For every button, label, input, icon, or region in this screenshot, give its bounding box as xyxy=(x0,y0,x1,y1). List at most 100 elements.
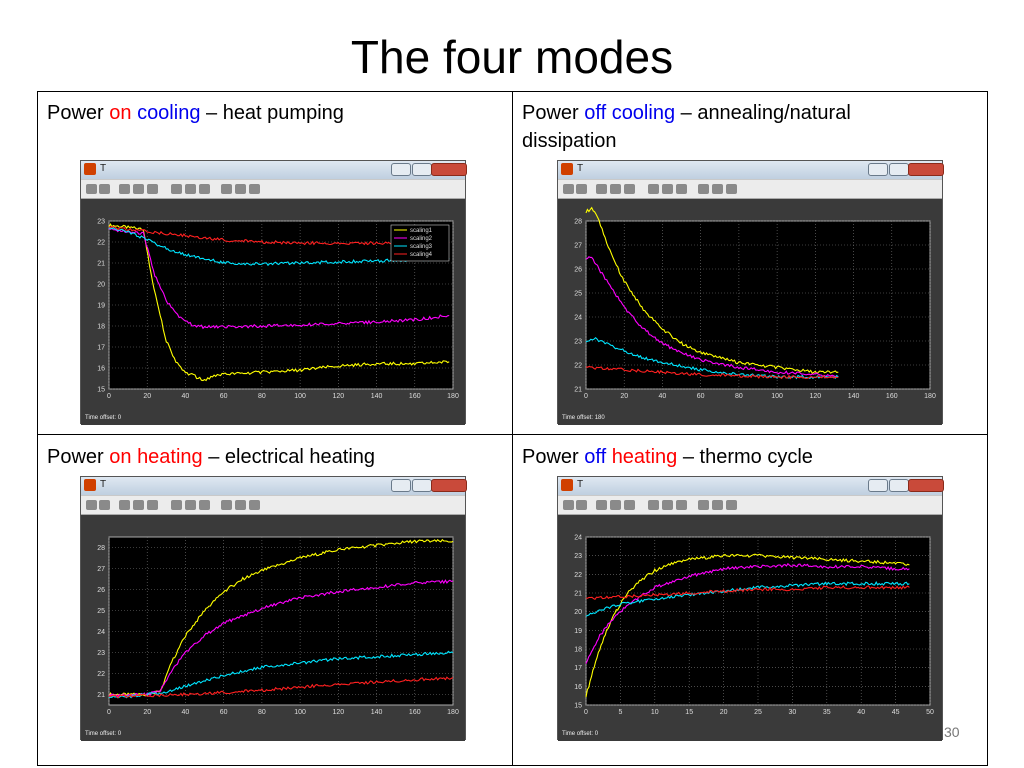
y-tick-label: 23 xyxy=(97,219,105,226)
x-tick-label: 60 xyxy=(220,393,228,400)
y-tick-label: 24 xyxy=(97,629,105,636)
scope-plot-area: 0 20 40 60 80 100 120 140 160 180 21 22 23 24 25 26 27 28… xyxy=(558,199,942,425)
y-tick-label: 22 xyxy=(574,363,582,370)
minimize-button[interactable] xyxy=(391,163,411,176)
zoom-y-icon[interactable] xyxy=(147,500,158,510)
print-icon[interactable] xyxy=(86,500,97,510)
lock-icon[interactable] xyxy=(235,184,246,194)
y-tick-label: 19 xyxy=(574,628,582,635)
maximize-button[interactable] xyxy=(412,163,432,176)
x-tick-label: 140 xyxy=(371,393,383,400)
time-offset-label: Time offset: xyxy=(562,731,594,737)
autoscale-icon[interactable] xyxy=(171,184,182,194)
series-line-2 xyxy=(109,579,454,698)
print-icon[interactable] xyxy=(563,500,574,510)
window-title: T xyxy=(577,479,584,490)
zoom-in-icon[interactable] xyxy=(119,500,130,510)
restore-axes-icon[interactable] xyxy=(199,500,210,510)
print-icon[interactable] xyxy=(563,184,574,194)
autoscale-icon[interactable] xyxy=(648,500,659,510)
save-axes-icon[interactable] xyxy=(185,184,196,194)
zoom-x-icon[interactable] xyxy=(610,500,621,510)
x-tick-label: 100 xyxy=(294,393,306,400)
save-axes-icon[interactable] xyxy=(662,500,673,510)
minimize-button[interactable] xyxy=(391,479,411,492)
print-icon[interactable] xyxy=(86,184,97,194)
x-tick-label: 20 xyxy=(143,393,151,400)
maximize-button[interactable] xyxy=(412,479,432,492)
legend-box xyxy=(390,224,450,262)
caption-power-on-cooling: Power on cooling – heat pumping xyxy=(47,99,502,127)
time-offset-label: Time offset: xyxy=(85,731,117,737)
parameters-icon[interactable] xyxy=(99,500,110,510)
lock-icon[interactable] xyxy=(712,500,723,510)
x-tick-label: 120 xyxy=(809,393,821,400)
autoscale-icon[interactable] xyxy=(648,184,659,194)
lock-icon[interactable] xyxy=(235,500,246,510)
time-offset-value: 180 xyxy=(594,415,605,421)
x-tick-label: 180 xyxy=(924,393,936,400)
scope-plot: 0 20 40 60 80 100 120 140 160 180 21 22 23 24 25 26 27 28 xyxy=(574,206,936,400)
caption-segment: – annealing/natural dissipation xyxy=(522,102,851,152)
maximize-button[interactable] xyxy=(889,479,909,492)
series-line-1 xyxy=(108,538,454,697)
zoom-y-icon[interactable] xyxy=(624,500,635,510)
zoom-in-icon[interactable] xyxy=(119,184,130,194)
scope-plot: 0 20 40 60 80 100 120 140 160 180 21 22 23 24 25 26 27 28 xyxy=(97,536,459,716)
minimize-button[interactable] xyxy=(868,479,888,492)
y-tick-label: 24 xyxy=(574,535,582,542)
floating-scope-icon[interactable] xyxy=(698,184,709,194)
matlab-icon xyxy=(84,479,96,491)
zoom-y-icon[interactable] xyxy=(147,184,158,194)
series-line-1 xyxy=(585,206,839,375)
y-tick-label: 23 xyxy=(574,339,582,346)
y-tick-label: 21 xyxy=(574,387,582,394)
y-tick-label: 22 xyxy=(97,240,105,247)
series-line-4 xyxy=(585,365,839,380)
parameters-icon[interactable] xyxy=(576,184,587,194)
series-line-1 xyxy=(585,553,910,698)
restore-axes-icon[interactable] xyxy=(676,500,687,510)
zoom-in-icon[interactable] xyxy=(596,500,607,510)
floating-scope-icon[interactable] xyxy=(221,184,232,194)
restore-axes-icon[interactable] xyxy=(676,184,687,194)
floating-scope-icon[interactable] xyxy=(221,500,232,510)
autoscale-icon[interactable] xyxy=(171,500,182,510)
zoom-x-icon[interactable] xyxy=(610,184,621,194)
restore-axes-icon[interactable] xyxy=(199,184,210,194)
parameters-icon[interactable] xyxy=(576,500,587,510)
zoom-y-icon[interactable] xyxy=(624,184,635,194)
close-button[interactable] xyxy=(908,163,944,176)
x-tick-label: 40 xyxy=(659,393,667,400)
scope-toolbar xyxy=(558,180,942,199)
signal-selector-icon[interactable] xyxy=(249,184,260,194)
x-tick-label: 20 xyxy=(720,709,728,716)
scope-window-power-off-cooling: T 0 20 40 60 80 100 120 140 160 180 21 22 23 24 25 26 27 2… xyxy=(557,160,944,425)
close-button[interactable] xyxy=(908,479,944,492)
save-axes-icon[interactable] xyxy=(662,184,673,194)
parameters-icon[interactable] xyxy=(99,184,110,194)
lock-icon[interactable] xyxy=(712,184,723,194)
zoom-x-icon[interactable] xyxy=(133,500,144,510)
floating-scope-icon[interactable] xyxy=(698,500,709,510)
x-tick-label: 80 xyxy=(258,393,266,400)
signal-selector-icon[interactable] xyxy=(249,500,260,510)
save-axes-icon[interactable] xyxy=(185,500,196,510)
signal-selector-icon[interactable] xyxy=(726,500,737,510)
signal-selector-icon[interactable] xyxy=(726,184,737,194)
slide-title: The four modes xyxy=(350,31,674,83)
caption-segment: heating xyxy=(611,446,678,468)
x-tick-label: 50 xyxy=(926,709,934,716)
maximize-button[interactable] xyxy=(889,163,909,176)
minimize-button[interactable] xyxy=(868,163,888,176)
y-tick-label: 16 xyxy=(97,366,105,373)
window-title: T xyxy=(577,163,584,174)
zoom-in-icon[interactable] xyxy=(596,184,607,194)
zoom-x-icon[interactable] xyxy=(133,184,144,194)
x-tick-label: 5 xyxy=(618,709,622,716)
scope-window-power-off-heating: T 0 5 10 15 20 25 30 35 40 45 50 15 16 17 18 19 20 21 22 23 2… xyxy=(557,476,944,741)
close-button[interactable] xyxy=(431,479,467,492)
x-tick-label: 120 xyxy=(332,709,344,716)
y-tick-label: 18 xyxy=(574,647,582,654)
close-button[interactable] xyxy=(431,163,467,176)
